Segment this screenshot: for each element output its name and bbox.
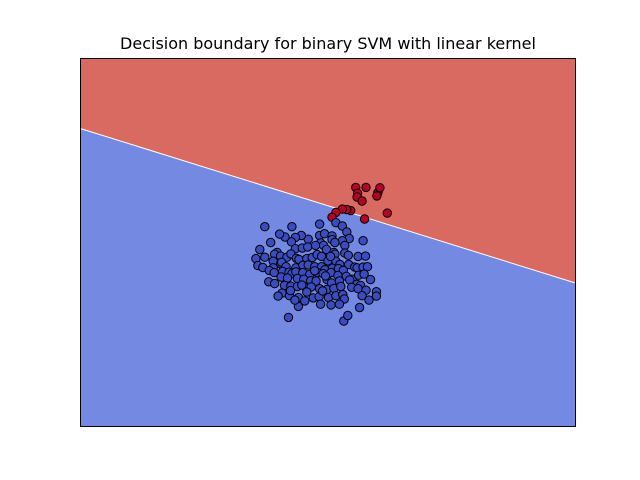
data-points	[251, 182, 392, 326]
data-point-class-0	[330, 237, 340, 248]
data-point-class-0	[303, 242, 313, 252]
axes-frame	[80, 58, 576, 427]
data-point-class-0	[273, 291, 283, 301]
data-point-class-0	[297, 280, 307, 290]
data-point-class-0	[334, 299, 345, 309]
data-point-class-0	[364, 295, 374, 305]
data-point-class-0	[336, 281, 346, 292]
data-point-class-0	[354, 302, 365, 313]
data-point-class-0	[283, 312, 294, 323]
data-point-class-0	[317, 286, 328, 296]
data-point-class-0	[260, 252, 270, 262]
region-class-1	[81, 59, 575, 283]
data-point-class-0	[316, 251, 327, 262]
data-point-class-0	[302, 287, 312, 297]
data-point-class-0	[269, 267, 279, 278]
data-point-class-0	[340, 240, 350, 251]
data-point-class-0	[357, 291, 367, 301]
data-point-class-0	[343, 310, 353, 321]
data-point-class-0	[311, 276, 321, 286]
data-point-class-1	[382, 208, 392, 218]
data-point-class-1	[357, 196, 367, 206]
data-point-class-1	[359, 214, 370, 224]
data-point-class-0	[358, 236, 368, 246]
chart-title: Decision boundary for binary SVM with li…	[120, 34, 536, 53]
data-point-class-0	[315, 299, 326, 309]
data-point-class-0	[310, 266, 320, 276]
data-point-class-0	[326, 300, 336, 310]
data-point-class-1	[361, 182, 371, 193]
data-point-class-0	[310, 240, 321, 251]
data-point-class-0	[290, 295, 300, 305]
data-point-class-0	[274, 229, 285, 239]
data-point-class-0	[285, 285, 296, 296]
decision-regions	[80, 59, 576, 427]
data-point-class-0	[343, 250, 353, 261]
data-point-class-0	[360, 251, 371, 261]
data-point-class-0	[359, 269, 369, 279]
decision-boundary-line	[80, 128, 576, 284]
data-point-class-0	[325, 251, 336, 262]
data-point-class-0	[260, 222, 270, 232]
data-point-class-0	[269, 278, 280, 289]
data-point-class-1	[375, 183, 385, 193]
data-point-class-0	[365, 274, 376, 285]
data-point-class-0	[300, 296, 310, 306]
data-point-class-0	[287, 222, 297, 232]
plot-area	[80, 58, 576, 427]
data-point-class-0	[266, 237, 276, 248]
data-point-class-0	[314, 219, 325, 229]
data-point-class-0	[255, 244, 265, 255]
data-point-class-1	[372, 191, 382, 201]
data-point-class-0	[320, 271, 331, 281]
data-point-class-0	[286, 237, 297, 247]
data-point-class-0	[371, 291, 382, 301]
